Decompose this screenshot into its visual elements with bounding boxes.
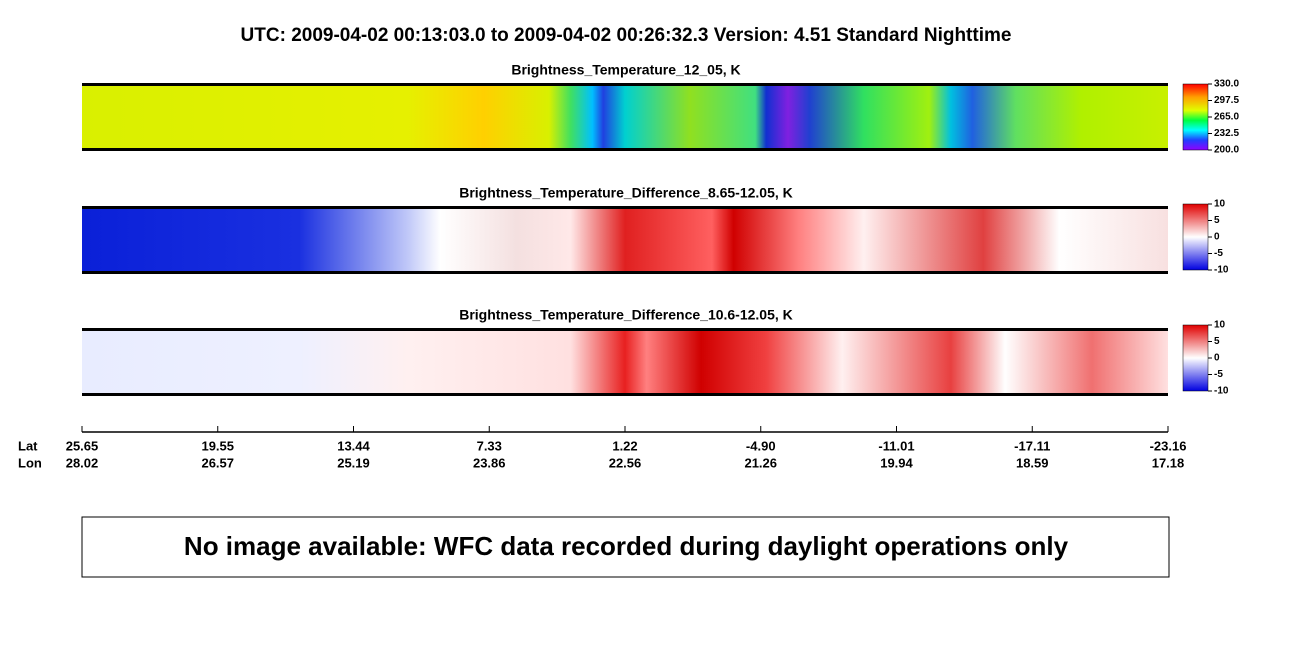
lat-tick-label: -4.90: [746, 438, 776, 453]
lon-tick-label: 22.56: [609, 455, 642, 470]
colorbar-label: 10: [1214, 199, 1226, 210]
swath-edge: [82, 83, 1168, 86]
page-title: UTC: 2009-04-02 00:13:03.0 to 2009-04-02…: [241, 25, 1012, 46]
colorbar-label: 5: [1214, 336, 1220, 347]
colorbar: [1182, 203, 1209, 271]
panel-title: Brightness_Temperature_Difference_10.6-1…: [459, 307, 793, 323]
lat-label: Lat: [18, 438, 38, 453]
colorbar: [1182, 83, 1209, 151]
lon-tick-label: 21.26: [744, 455, 777, 470]
colorbar-label: 200.0: [1214, 145, 1239, 156]
lon-tick-label: 18.59: [1016, 455, 1049, 470]
message-box: [81, 516, 1170, 578]
lat-tick-label: 1.22: [612, 438, 637, 453]
lat-tick-label: -17.11: [1014, 438, 1050, 453]
lat-tick-label: 13.44: [337, 438, 370, 453]
lon-tick-label: 23.86: [473, 455, 506, 470]
lon-tick-label: 17.18: [1152, 455, 1185, 470]
panel-title: Brightness_Temperature_12_05, K: [511, 62, 740, 78]
colorbar-label: 297.5: [1214, 95, 1239, 106]
swath-edge: [82, 271, 1168, 274]
message: No image available: WFC data recorded du…: [184, 531, 1069, 561]
swath-image: [82, 207, 1168, 273]
lat-tick-label: 19.55: [201, 438, 234, 453]
colorbar-label: -5: [1214, 369, 1223, 380]
colorbar-label: -10: [1214, 386, 1229, 397]
colorbar-label: 10: [1214, 320, 1226, 331]
swath-edge: [82, 206, 1168, 209]
lon-label: Lon: [18, 455, 42, 470]
lon-tick-label: 19.94: [880, 455, 913, 470]
colorbar-label: 330.0: [1214, 79, 1239, 90]
lon-tick-label: 28.02: [66, 455, 99, 470]
swath-edge: [82, 328, 1168, 331]
lat-tick-label: 7.33: [477, 438, 502, 453]
lat-tick-label: -11.01: [878, 438, 914, 453]
lon-tick-label: 26.57: [201, 455, 234, 470]
colorbar: [1182, 324, 1209, 392]
colorbar-label: 232.5: [1214, 128, 1239, 139]
colorbar-label: 0: [1214, 353, 1220, 364]
swath-edge: [82, 393, 1168, 396]
lon-tick-label: 25.19: [337, 455, 370, 470]
swath-image: [82, 84, 1168, 150]
lat-tick-label: -23.16: [1150, 438, 1187, 453]
swath-image: [82, 329, 1168, 395]
colorbar-label: -5: [1214, 248, 1223, 259]
colorbar-label: -10: [1214, 265, 1229, 276]
lat-tick-label: 25.65: [66, 438, 99, 453]
colorbar-label: 0: [1214, 232, 1220, 243]
swath-edge: [82, 148, 1168, 151]
colorbar-label: 265.0: [1214, 112, 1239, 123]
panel-title: Brightness_Temperature_Difference_8.65-1…: [459, 185, 793, 201]
colorbar-label: 5: [1214, 215, 1220, 226]
